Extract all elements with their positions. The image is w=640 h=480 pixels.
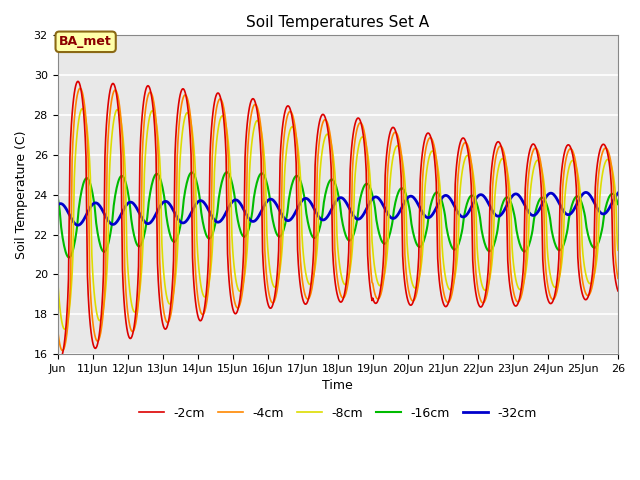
- X-axis label: Time: Time: [323, 379, 353, 392]
- Line: -16cm: -16cm: [58, 172, 618, 257]
- -2cm: [614, 288, 622, 294]
- -16cm: [511, 216, 519, 222]
- -32cm: [63, 206, 70, 212]
- Title: Soil Temperatures Set A: Soil Temperatures Set A: [246, 15, 429, 30]
- -8cm: [511, 273, 519, 278]
- Text: BA_met: BA_met: [60, 36, 112, 48]
- -2cm: [54, 348, 61, 354]
- Y-axis label: Soil Temperature (C): Soil Temperature (C): [15, 131, 28, 259]
- -2cm: [528, 142, 536, 148]
- -16cm: [528, 231, 536, 237]
- -4cm: [528, 152, 536, 157]
- -32cm: [582, 190, 589, 195]
- -2cm: [458, 136, 466, 142]
- -4cm: [179, 98, 186, 104]
- -4cm: [132, 321, 140, 327]
- Line: -2cm: -2cm: [58, 81, 618, 358]
- -16cm: [458, 229, 466, 235]
- -4cm: [63, 330, 71, 336]
- -16cm: [63, 251, 70, 257]
- -4cm: [614, 276, 622, 281]
- -8cm: [54, 273, 61, 279]
- -16cm: [54, 193, 61, 199]
- -16cm: [223, 169, 230, 175]
- -16cm: [178, 216, 186, 222]
- Line: -4cm: -4cm: [58, 88, 618, 350]
- -2cm: [74, 78, 82, 84]
- -32cm: [74, 222, 82, 228]
- -32cm: [511, 192, 518, 197]
- -32cm: [614, 190, 622, 196]
- -4cm: [59, 348, 67, 353]
- -32cm: [131, 203, 139, 208]
- -8cm: [79, 106, 86, 111]
- -4cm: [458, 146, 466, 152]
- -2cm: [56, 355, 64, 361]
- -8cm: [179, 130, 186, 136]
- Line: -8cm: -8cm: [58, 108, 618, 329]
- -16cm: [65, 254, 73, 260]
- -8cm: [132, 309, 140, 314]
- -4cm: [76, 85, 84, 91]
- -2cm: [511, 303, 519, 309]
- -16cm: [614, 201, 622, 207]
- -8cm: [614, 247, 622, 253]
- -8cm: [528, 176, 536, 182]
- -32cm: [527, 212, 535, 217]
- -2cm: [179, 86, 186, 92]
- -4cm: [54, 325, 61, 331]
- -32cm: [457, 213, 465, 219]
- -32cm: [54, 202, 61, 208]
- Line: -32cm: -32cm: [58, 192, 618, 225]
- -2cm: [63, 310, 71, 315]
- -4cm: [511, 295, 519, 300]
- -8cm: [61, 326, 68, 332]
- -8cm: [63, 322, 71, 327]
- -2cm: [132, 312, 140, 317]
- -8cm: [458, 172, 466, 178]
- -32cm: [178, 220, 186, 226]
- Legend: -2cm, -4cm, -8cm, -16cm, -32cm: -2cm, -4cm, -8cm, -16cm, -32cm: [134, 402, 542, 425]
- -16cm: [131, 236, 139, 241]
